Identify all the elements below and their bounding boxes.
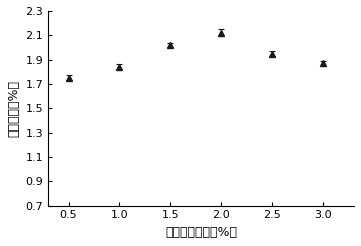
X-axis label: 复合酶添加量（%）: 复合酶添加量（%） [165,226,237,239]
Y-axis label: 多糖得率（%）: 多糖得率（%） [7,80,20,137]
